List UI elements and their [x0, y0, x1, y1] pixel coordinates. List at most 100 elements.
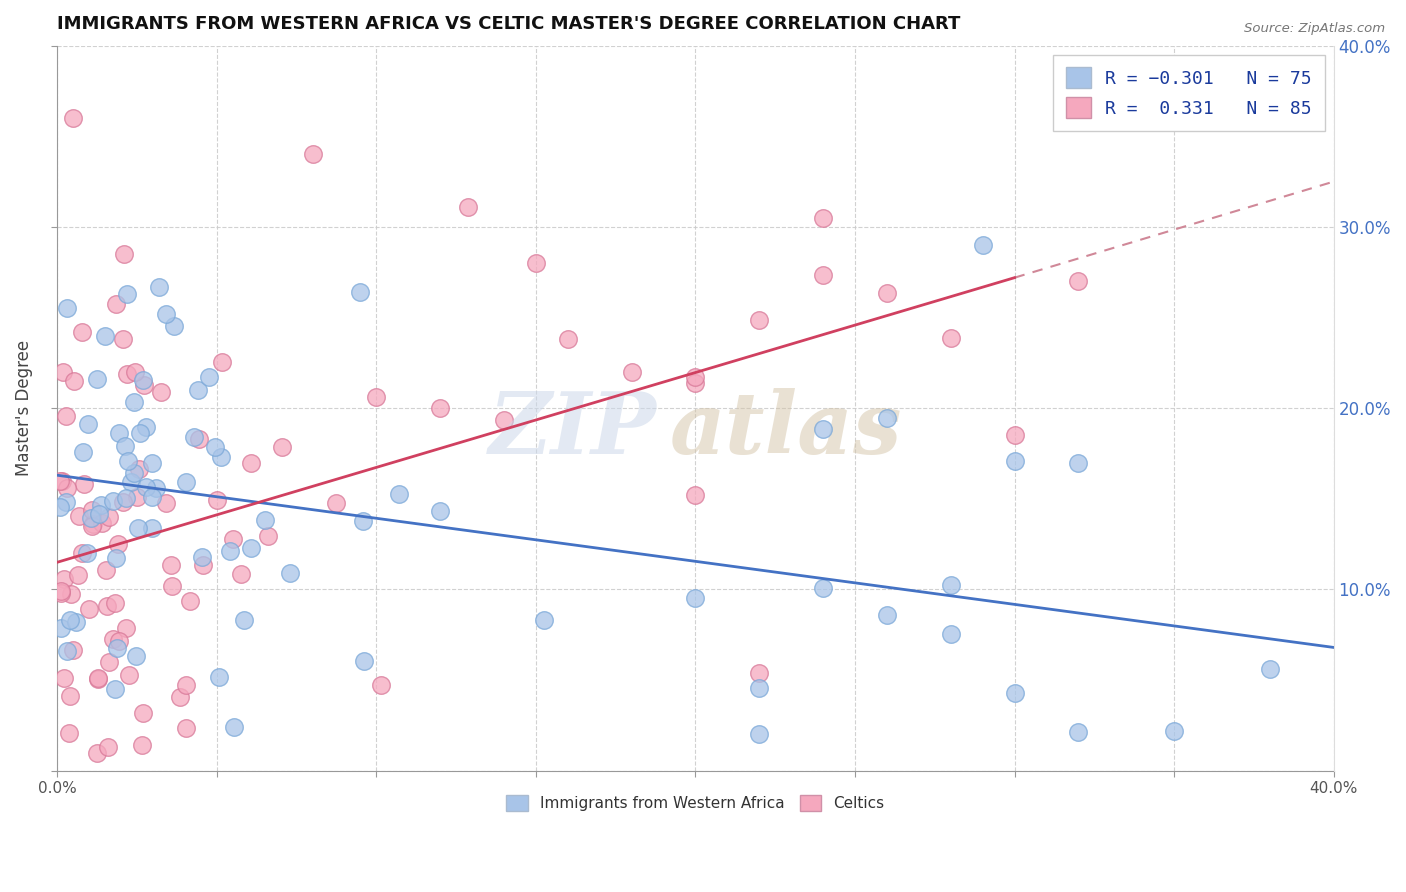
Point — [124, 365, 146, 379]
Point — [492, 412, 515, 426]
Point — [179, 594, 201, 608]
Point — [87, 672, 110, 686]
Point — [108, 634, 131, 648]
Point — [811, 211, 834, 225]
Point — [229, 567, 252, 582]
Point — [1004, 454, 1026, 468]
Point — [1258, 662, 1281, 676]
Point — [101, 632, 124, 647]
Point — [87, 671, 110, 685]
Point — [1067, 274, 1090, 288]
Point — [224, 720, 246, 734]
Text: atlas: atlas — [669, 388, 903, 472]
Point — [270, 440, 292, 454]
Point — [56, 301, 79, 315]
Point — [155, 307, 177, 321]
Point — [55, 482, 77, 496]
Point — [101, 493, 124, 508]
Point — [97, 739, 120, 754]
Point — [58, 726, 80, 740]
Point — [685, 488, 707, 502]
Point — [82, 518, 104, 533]
Legend: Immigrants from Western Africa, Celtics: Immigrants from Western Africa, Celtics — [501, 789, 891, 817]
Point — [98, 656, 121, 670]
Point — [352, 514, 374, 528]
Point — [132, 373, 155, 387]
Point — [876, 285, 898, 300]
Point — [114, 491, 136, 505]
Point — [70, 325, 93, 339]
Point — [257, 529, 280, 543]
Point — [811, 268, 834, 283]
Point — [748, 727, 770, 741]
Point — [135, 480, 157, 494]
Point — [132, 706, 155, 720]
Point — [239, 541, 262, 555]
Point — [76, 546, 98, 560]
Point — [349, 285, 371, 299]
Text: IMMIGRANTS FROM WESTERN AFRICA VS CELTIC MASTER'S DEGREE CORRELATION CHART: IMMIGRANTS FROM WESTERN AFRICA VS CELTIC… — [58, 15, 960, 33]
Point — [457, 200, 479, 214]
Point — [162, 579, 184, 593]
Point — [67, 508, 90, 523]
Point — [685, 370, 707, 384]
Text: Source: ZipAtlas.com: Source: ZipAtlas.com — [1244, 22, 1385, 36]
Point — [160, 558, 183, 572]
Point — [370, 678, 392, 692]
Point — [107, 426, 129, 441]
Point — [128, 462, 150, 476]
Point — [876, 608, 898, 623]
Point — [114, 439, 136, 453]
Point — [278, 566, 301, 580]
Point — [125, 491, 148, 505]
Point — [80, 511, 103, 525]
Point — [104, 596, 127, 610]
Point — [429, 504, 451, 518]
Point — [620, 365, 643, 379]
Point — [208, 670, 231, 684]
Point — [118, 668, 141, 682]
Point — [429, 401, 451, 416]
Point — [1067, 456, 1090, 470]
Point — [52, 365, 75, 379]
Point — [685, 591, 707, 606]
Point — [748, 681, 770, 695]
Point — [748, 313, 770, 327]
Point — [94, 329, 117, 343]
Point — [62, 111, 84, 125]
Point — [132, 377, 155, 392]
Point — [191, 558, 214, 572]
Point — [62, 642, 84, 657]
Point — [122, 467, 145, 481]
Point — [120, 475, 142, 489]
Point — [174, 722, 197, 736]
Point — [240, 456, 263, 470]
Point — [86, 372, 108, 386]
Point — [98, 510, 121, 524]
Point — [115, 367, 138, 381]
Point — [55, 409, 77, 424]
Point — [129, 425, 152, 440]
Point — [141, 521, 163, 535]
Point — [325, 496, 347, 510]
Point — [748, 666, 770, 681]
Point — [169, 690, 191, 704]
Point — [63, 374, 86, 388]
Point — [66, 568, 89, 582]
Point — [105, 640, 128, 655]
Point — [94, 563, 117, 577]
Point — [811, 582, 834, 596]
Point — [104, 296, 127, 310]
Point — [254, 513, 277, 527]
Point — [122, 394, 145, 409]
Point — [112, 332, 135, 346]
Point — [145, 481, 167, 495]
Point — [52, 572, 75, 586]
Point — [49, 474, 72, 488]
Point — [80, 503, 103, 517]
Point — [117, 454, 139, 468]
Point — [221, 533, 243, 547]
Point — [86, 746, 108, 760]
Point — [72, 445, 94, 459]
Point — [533, 613, 555, 627]
